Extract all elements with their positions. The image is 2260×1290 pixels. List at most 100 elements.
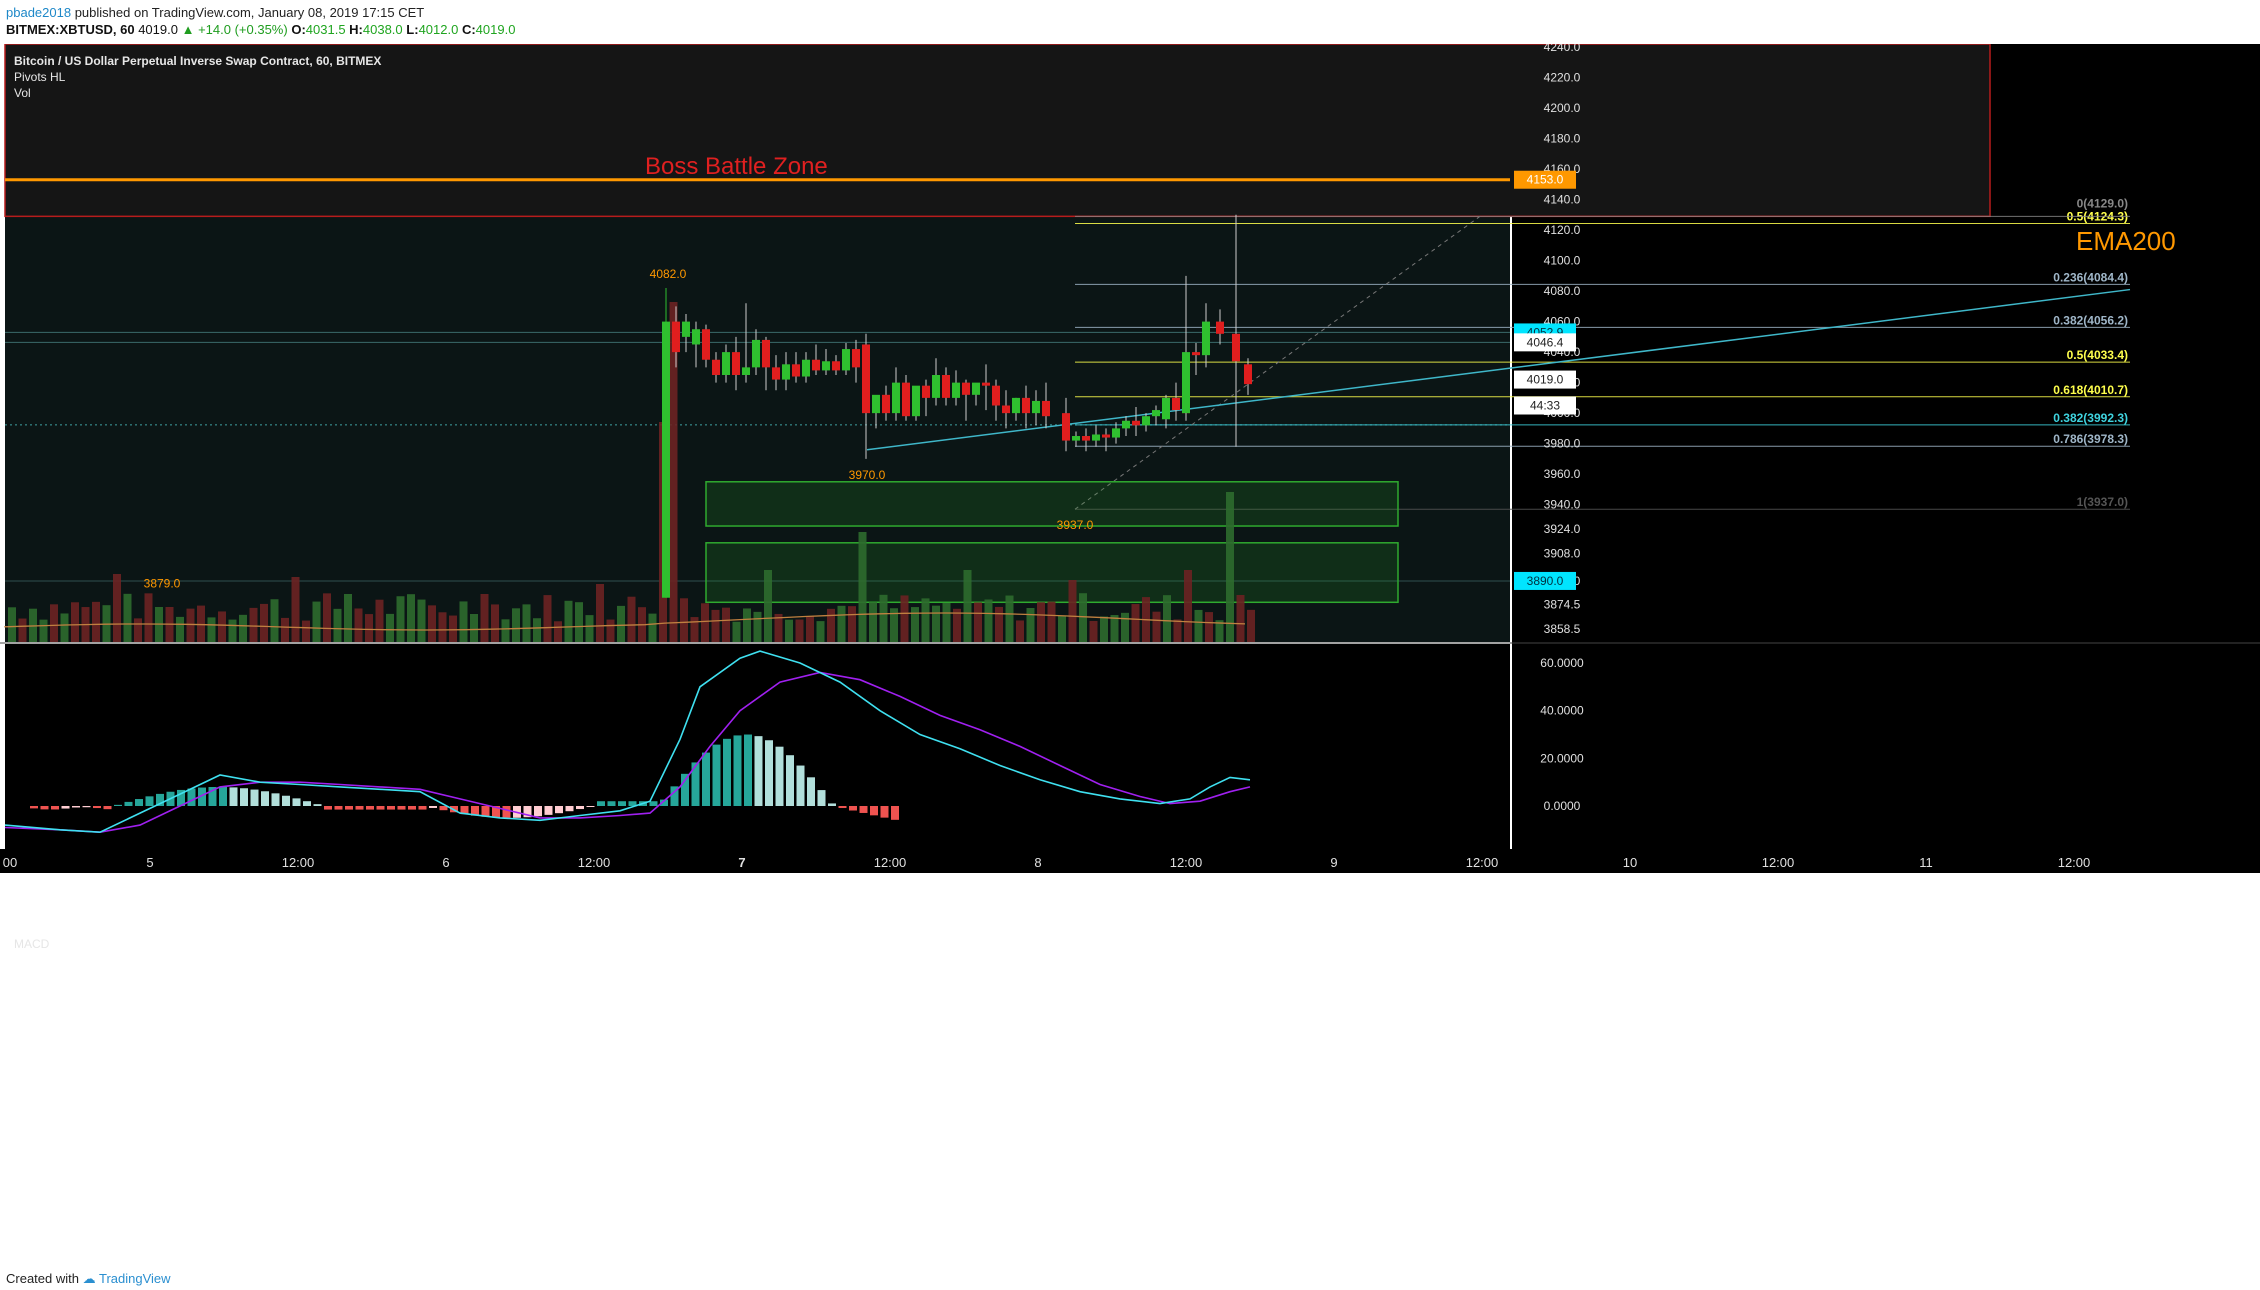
chart-footer: Created with ☁ TradingView <box>0 1266 2260 1290</box>
candle-body <box>1132 420 1140 426</box>
macd-histogram-bar <box>891 806 899 820</box>
price-marker-label: 4153.0 <box>1527 173 1564 187</box>
volume-bar <box>144 593 153 642</box>
macd-line <box>4 650 1251 834</box>
volume-bar <box>953 608 961 642</box>
chart-canvas[interactable]: 0.5(4124.3)0(4129.0)0.236(4084.4)0.382(4… <box>0 44 2260 1266</box>
volume-bar <box>701 603 709 642</box>
candle-body <box>1062 413 1070 441</box>
symbol-line: BITMEX:XBTUSD, 60 4019.0 ▲ +14.0 (+0.35%… <box>6 22 515 37</box>
ascending-trendline <box>866 288 2131 451</box>
pivot-high-label: 4082.0 <box>650 267 687 281</box>
volume-bar <box>722 607 730 642</box>
volume-bar <box>1079 593 1087 642</box>
macd-histogram-bar <box>807 777 815 806</box>
open-value: 4031.5 <box>305 22 346 37</box>
candle-body <box>702 329 710 360</box>
time-tick-label: 5 <box>146 855 153 870</box>
macd-histogram-bar <box>702 752 710 806</box>
candle-body <box>902 382 910 417</box>
price-tick-label: 4120.0 <box>1544 223 1581 237</box>
publish-info: published on TradingView.com, January 08… <box>74 5 425 20</box>
macd-tick-label: 60.0000 <box>1540 656 1584 670</box>
legend-study-vol[interactable]: Vol <box>14 86 31 100</box>
volume-bar <box>501 619 510 642</box>
chart-area[interactable]: 0.5(4124.3) 0(4129.0) 0.236(4084.4) 0.382(4… <box>0 44 2260 1266</box>
fib-label: 0(4129.0) <box>2077 196 2128 210</box>
volume-bar <box>438 612 447 642</box>
candle-body <box>1202 321 1210 356</box>
volume-bar <box>1163 595 1171 642</box>
macd-histogram-bar <box>124 801 133 806</box>
candle-body <box>992 385 1000 406</box>
candle-body <box>922 385 930 398</box>
price-marker-label: 4046.4 <box>1527 335 1564 349</box>
volume-bar <box>491 604 499 642</box>
volume-bar <box>249 607 258 642</box>
macd-histogram-bar <box>429 806 437 808</box>
last-price: 4019.0 <box>138 22 178 37</box>
volume-bar <box>827 608 835 642</box>
price-marker-label: 4019.0 <box>1527 373 1564 387</box>
chart-legend: Bitcoin / US Dollar Perpetual Inverse Sw… <box>14 53 381 101</box>
candle-body <box>662 321 670 598</box>
macd-histogram-bar <box>555 806 563 814</box>
candle-body <box>1152 410 1160 417</box>
volume-bar <box>386 613 394 642</box>
macd-tick-label: 0.0000 <box>1544 799 1581 813</box>
volume-bar <box>323 593 331 642</box>
macd-histogram-bar <box>565 806 574 812</box>
volume-bar <box>113 574 121 642</box>
candle-body <box>972 382 980 395</box>
candle-body <box>742 367 750 375</box>
legend-title[interactable]: Bitcoin / US Dollar Perpetual Inverse Sw… <box>14 54 382 68</box>
volume-bar <box>1037 602 1045 642</box>
price-tick-label: 3960.0 <box>1544 467 1581 481</box>
price-change: ▲ +14.0 (+0.35%) <box>181 22 288 37</box>
volume-bar <box>816 621 825 642</box>
volume-bar <box>648 613 657 642</box>
candle-body <box>1182 352 1190 414</box>
macd-pane-label[interactable]: MACD <box>14 937 50 951</box>
macd-histogram-bar <box>859 806 868 813</box>
volume-bar <box>711 609 720 642</box>
candle-body <box>912 385 920 417</box>
macd-histogram-bar <box>366 806 374 810</box>
high-value: 4038.0 <box>362 22 403 37</box>
macd-histogram-bar <box>156 793 164 806</box>
volume-bar <box>869 602 877 642</box>
volume-bar <box>480 594 489 642</box>
macd-histogram-bar <box>502 806 511 818</box>
macd-histogram-bar <box>51 806 59 810</box>
candle-body <box>942 374 950 398</box>
volume-bar <box>1173 619 1182 642</box>
time-tick-label: 12:00 <box>1170 855 1203 870</box>
volume-bar <box>71 602 79 642</box>
candle-body <box>712 359 720 375</box>
footer-brand[interactable]: TradingView <box>99 1271 171 1286</box>
volume-bar <box>459 601 468 642</box>
macd-histogram-bar <box>775 746 784 806</box>
macd-histogram-bar <box>628 801 637 806</box>
macd-histogram-bar <box>345 806 353 810</box>
volume-bar <box>554 621 562 642</box>
volume-bar <box>1110 615 1119 642</box>
footer-created: Created with <box>6 1271 79 1286</box>
boss-zone-label: Boss Battle Zone <box>645 153 828 180</box>
symbol-name[interactable]: BITMEX:XBTUSD, 60 <box>6 22 135 37</box>
macd-histogram-bar <box>544 806 553 815</box>
macd-histogram-bar <box>733 735 742 806</box>
volume-bar <box>984 599 993 642</box>
candle-body <box>1162 397 1170 420</box>
legend-study-pivots[interactable]: Pivots HL <box>14 70 66 84</box>
price-marker <box>1514 396 1576 415</box>
volume-bar <box>606 619 615 642</box>
macd-tick-label: 20.0000 <box>1540 751 1584 765</box>
macd-histogram-bar <box>292 798 301 806</box>
author-link[interactable]: pbade2018 <box>6 5 72 20</box>
tradingview-logo-icon: ☁ <box>82 1271 96 1286</box>
footer-text: Created with ☁ TradingView <box>6 1271 171 1287</box>
volume-bar <box>690 617 699 642</box>
fib-label: 0.786(3978.3) <box>2053 432 2128 446</box>
time-tick-label: 6 <box>442 855 449 870</box>
